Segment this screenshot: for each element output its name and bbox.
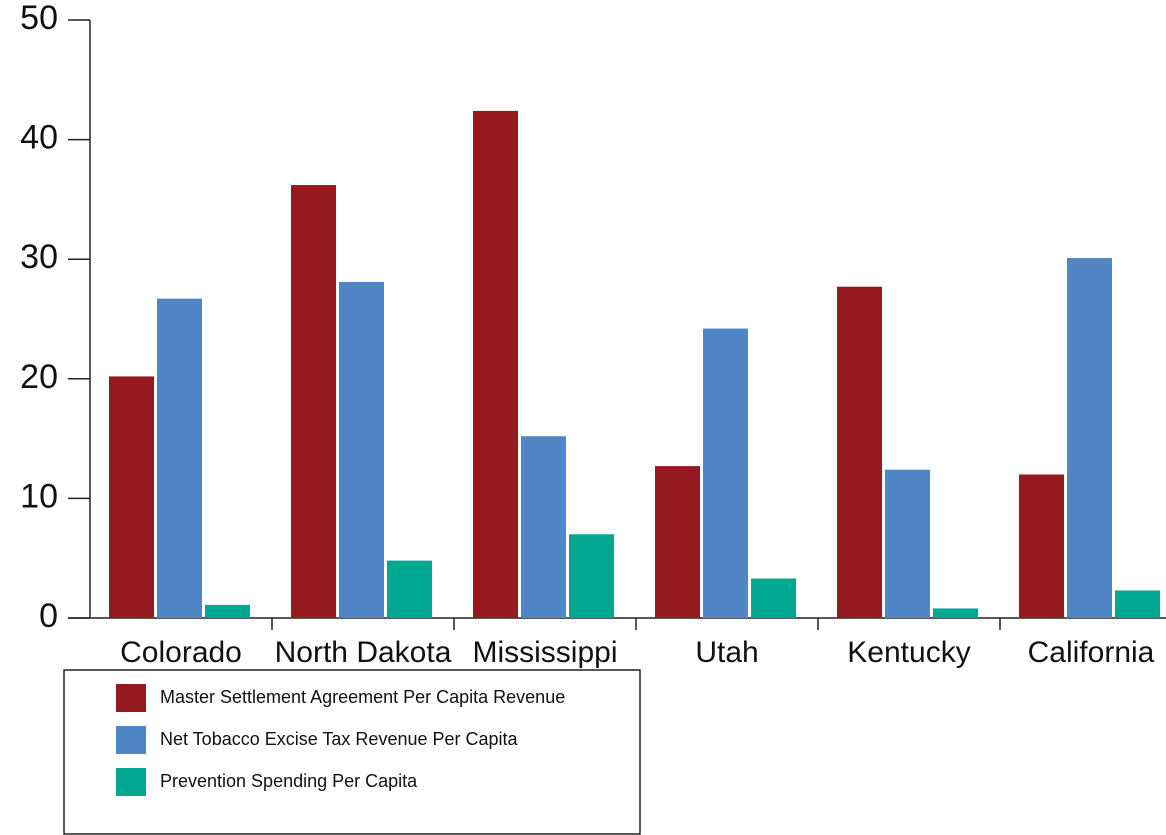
bar <box>703 328 748 618</box>
bar <box>1019 474 1064 618</box>
legend-swatch <box>116 726 146 754</box>
bar <box>751 578 796 618</box>
bar <box>387 560 432 618</box>
x-tick-label: Kentucky <box>847 636 970 669</box>
legend-box <box>63 669 641 835</box>
y-tick-label: 20 <box>20 358 58 396</box>
bar <box>205 604 250 618</box>
legend-label: Prevention Spending Per Capita <box>160 771 418 791</box>
x-tick-label: California <box>1028 636 1155 669</box>
x-tick-label: North Dakota <box>275 636 452 669</box>
y-tick-label: 0 <box>39 597 58 635</box>
legend-label: Master Settlement Agreement Per Capita R… <box>160 687 565 707</box>
bar <box>521 436 566 618</box>
legend-label: Net Tobacco Excise Tax Revenue Per Capit… <box>160 729 519 749</box>
y-tick-label: 30 <box>20 238 58 276</box>
bar <box>473 110 518 619</box>
bar <box>291 185 336 618</box>
bar <box>569 534 614 618</box>
y-tick-label: 50 <box>20 0 58 37</box>
y-tick-label: 40 <box>20 119 58 157</box>
bar <box>655 466 700 618</box>
bar <box>837 286 882 618</box>
x-tick-label: Colorado <box>120 636 242 669</box>
x-tick-label: Utah <box>695 636 758 669</box>
bar <box>1067 258 1112 618</box>
bar <box>109 376 154 618</box>
bar <box>339 281 384 618</box>
bar <box>1115 590 1160 618</box>
bar <box>933 608 978 618</box>
bar <box>885 469 930 618</box>
legend-swatch <box>116 768 146 796</box>
y-tick-label: 10 <box>20 477 58 515</box>
x-tick-label: Mississippi <box>472 636 617 669</box>
legend-swatch <box>116 684 146 712</box>
bar <box>157 298 202 618</box>
